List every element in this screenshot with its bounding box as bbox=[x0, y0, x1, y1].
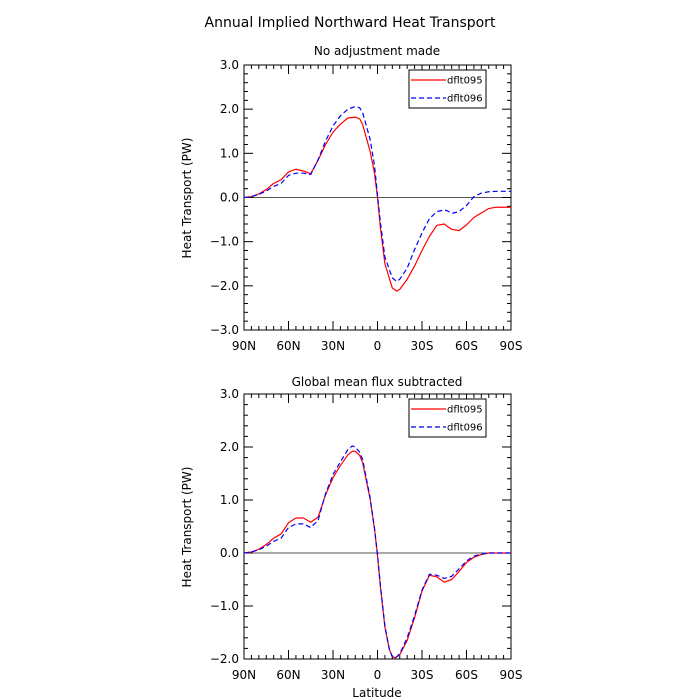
y-tick-label: 0.0 bbox=[220, 546, 239, 560]
legend: dflt095 dflt096 bbox=[408, 69, 487, 109]
x-tick-label: 0 bbox=[374, 668, 382, 682]
legend-label-dflt095: dflt095 bbox=[447, 405, 483, 416]
legend-box bbox=[408, 398, 487, 438]
y-tick-label: 2.0 bbox=[220, 440, 239, 454]
legend-label-dflt096: dflt096 bbox=[447, 94, 483, 105]
y-axis-label: Heat Transport (PW) bbox=[180, 467, 194, 588]
y-tick-label: −3.0 bbox=[210, 323, 239, 337]
x-tick-label: 90N bbox=[232, 668, 256, 682]
x-tick-label: 90N bbox=[232, 339, 256, 353]
x-tick-label: 60N bbox=[276, 668, 300, 682]
series-layer bbox=[243, 105, 511, 292]
x-tick-label: 60S bbox=[455, 339, 478, 353]
y-tick-label: 1.0 bbox=[220, 493, 239, 507]
x-tick-label: 30S bbox=[411, 339, 434, 353]
legend-label-dflt095: dflt095 bbox=[447, 76, 483, 87]
x-tick-label: 90S bbox=[500, 339, 523, 353]
x-tick-label: 30N bbox=[321, 668, 345, 682]
series-line-dflt095 bbox=[243, 116, 511, 292]
series-layer bbox=[243, 445, 511, 659]
legend: dflt095 dflt096 bbox=[408, 398, 487, 438]
y-tick-label: 2.0 bbox=[220, 102, 239, 116]
axes: 90N 60N 30N 0 30S 60S 90S 3.0 2.0 1.0 0.0 −1.0 −2.0 bbox=[210, 387, 523, 682]
series-line-dflt095 bbox=[243, 450, 511, 659]
x-tick-label: 30N bbox=[321, 339, 345, 353]
axes: 90N 60N 30N 0 30S 60S 90S 3.0 2.0 1.0 0.0 −1.0 −2.0 −… bbox=[210, 58, 523, 353]
panel-no-adjustment: No adjustment made Heat Transport (PW) 9… bbox=[180, 44, 522, 353]
y-tick-label: 1.0 bbox=[220, 146, 239, 160]
series-line-dflt096 bbox=[243, 105, 511, 283]
legend-box bbox=[408, 69, 487, 109]
y-tick-label: −2.0 bbox=[210, 279, 239, 293]
y-tick-label: −1.0 bbox=[210, 599, 239, 613]
y-tick-label: 3.0 bbox=[220, 387, 239, 401]
y-tick-label: −1.0 bbox=[210, 235, 239, 249]
x-tick-label: 0 bbox=[374, 339, 382, 353]
panel-title: No adjustment made bbox=[314, 44, 440, 58]
series-line-dflt096 bbox=[243, 445, 511, 659]
legend-label-dflt096: dflt096 bbox=[447, 423, 483, 434]
y-tick-label: 0.0 bbox=[220, 191, 239, 205]
x-tick-label: 60S bbox=[455, 668, 478, 682]
figure-title: Annual Implied Northward Heat Transport bbox=[205, 15, 496, 31]
x-axis-label: Latitude bbox=[352, 686, 401, 700]
panel-title: Global mean flux subtracted bbox=[292, 375, 463, 389]
x-tick-label: 30S bbox=[411, 668, 434, 682]
y-axis-label: Heat Transport (PW) bbox=[180, 138, 194, 259]
panel-global-mean-subtracted: Global mean flux subtracted Heat Transpo… bbox=[180, 375, 522, 682]
x-tick-label: 90S bbox=[500, 668, 523, 682]
x-tick-label: 60N bbox=[276, 339, 300, 353]
y-tick-label: 3.0 bbox=[220, 58, 239, 72]
y-tick-label: −2.0 bbox=[210, 652, 239, 666]
